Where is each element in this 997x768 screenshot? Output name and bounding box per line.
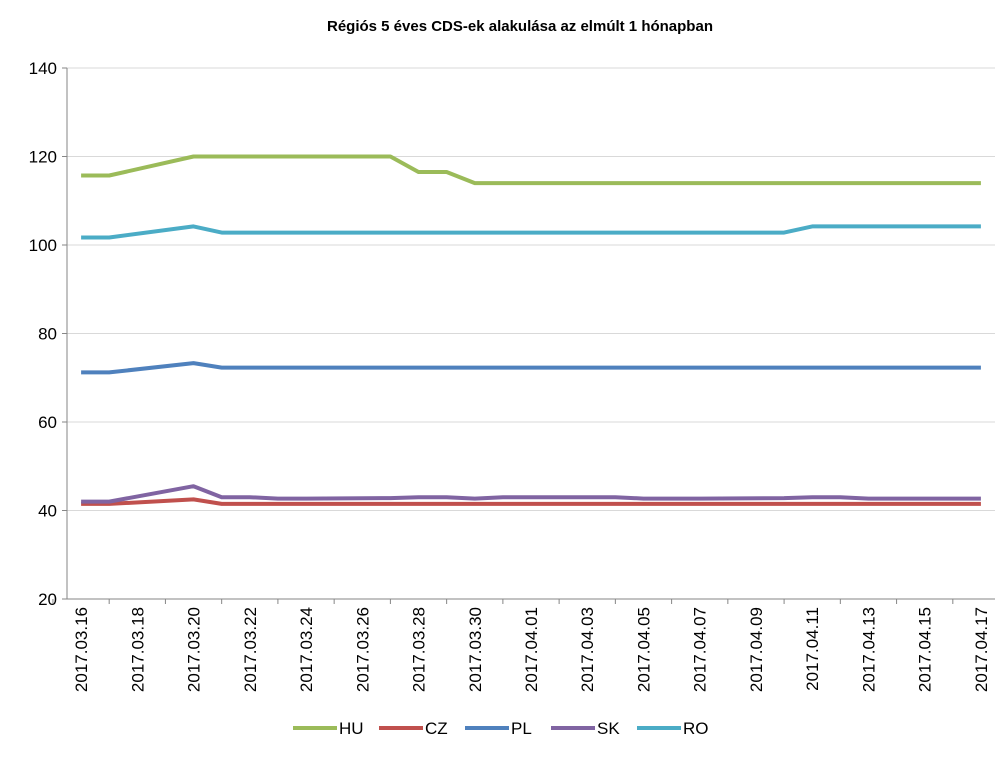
x-tick-label: 2017.04.17 (972, 607, 991, 692)
y-tick-label: 100 (29, 236, 57, 255)
legend-label: CZ (425, 719, 448, 738)
x-tick-label: 2017.04.03 (578, 607, 597, 692)
chart-title: Régiós 5 éves CDS-ek alakulása az elmúlt… (327, 18, 713, 35)
series-line (81, 497, 981, 506)
x-tick-label: 2017.03.26 (353, 607, 372, 692)
x-tick-label: 2017.03.22 (241, 607, 260, 692)
y-tick-label: 20 (38, 590, 57, 609)
x-tick-label: 2017.04.09 (747, 607, 766, 692)
x-tick-label: 2017.04.05 (634, 607, 653, 692)
series-line (81, 224, 981, 240)
y-tick-label: 60 (38, 413, 57, 432)
x-tick-label: 2017.04.01 (522, 607, 541, 692)
legend-label: SK (597, 719, 620, 738)
x-tick-label: 2017.04.11 (803, 607, 822, 691)
series-line (81, 484, 981, 504)
x-tick-label: 2017.03.30 (466, 607, 485, 692)
y-tick-label: 140 (29, 59, 57, 78)
x-tick-label: 2017.03.24 (297, 607, 316, 692)
legend: HU CZ PL SK RO (293, 719, 709, 738)
x-tick-label: 2017.04.07 (691, 607, 710, 692)
legend-label: HU (339, 719, 364, 738)
series-line (81, 361, 981, 375)
x-tick-label: 2017.03.20 (185, 607, 204, 692)
legend-label: PL (511, 719, 532, 738)
x-tick-label: 2017.03.18 (128, 607, 147, 692)
y-tick-label: 40 (38, 502, 57, 521)
y-tick-label: 120 (29, 148, 57, 167)
x-tick-label: 2017.04.15 (916, 607, 935, 692)
x-tick-label: 2017.04.13 (859, 607, 878, 692)
legend-label: RO (683, 719, 709, 738)
x-tick-label: 2017.03.28 (410, 607, 429, 692)
x-tick-label: 2017.03.16 (72, 607, 91, 692)
y-tick-label: 80 (38, 325, 57, 344)
series-line (81, 154, 981, 186)
